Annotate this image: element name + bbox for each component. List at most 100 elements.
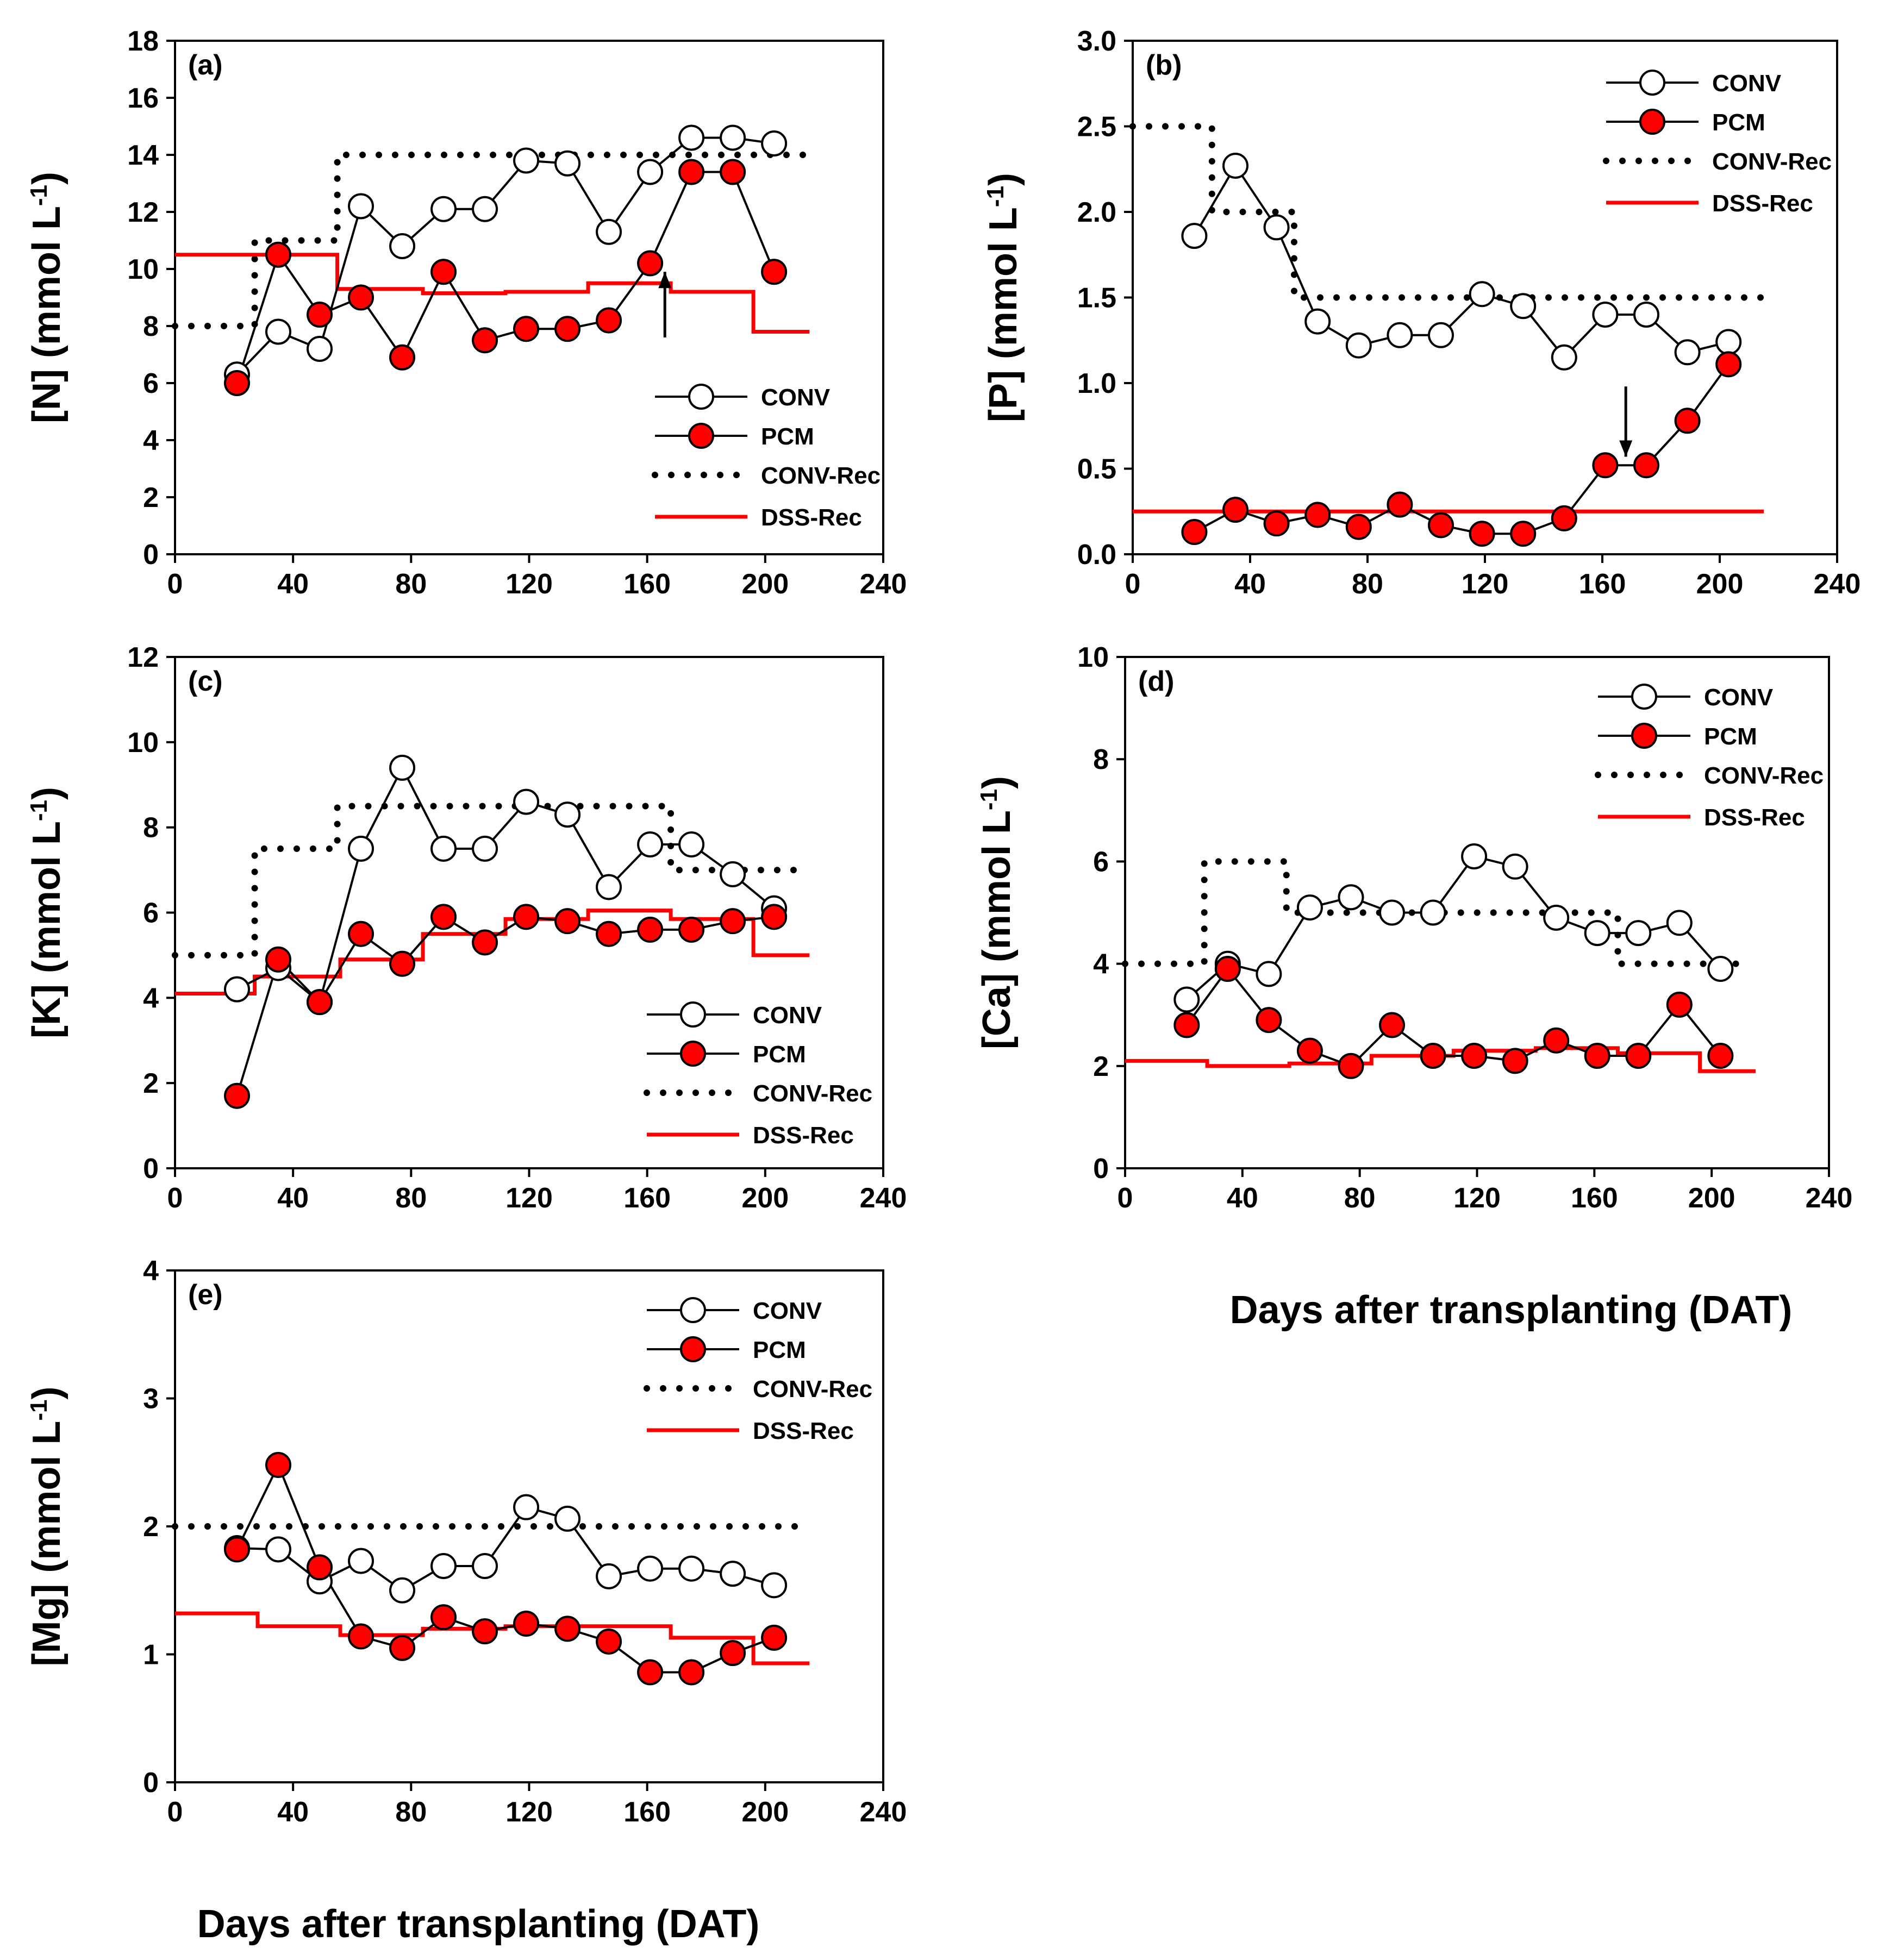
x-tick-label: 160 (623, 568, 671, 600)
conv-point (348, 835, 374, 862)
conv-point (1181, 223, 1208, 249)
conv-point (389, 754, 416, 781)
legend-conv-label: CONV (753, 1002, 822, 1029)
conv-point (1715, 329, 1742, 355)
x-tick-label: 200 (741, 1796, 789, 1828)
panel-label: (e) (188, 1279, 223, 1311)
pcm-point (596, 1628, 622, 1655)
conv-point (720, 1561, 746, 1587)
legend-conv-marker (1631, 684, 1657, 710)
arrow-head (1619, 440, 1633, 457)
x-tick-label: 160 (623, 1182, 671, 1214)
conv-point (513, 788, 540, 815)
legend: CONV PCM CONV-Rec DSS-Rec (1595, 684, 1824, 831)
y-tick-label: 6 (143, 898, 159, 929)
conv-point (1296, 894, 1323, 921)
pcm-point (1551, 505, 1577, 531)
pcm-point (348, 1623, 374, 1650)
pcm-point (1707, 1042, 1734, 1069)
legend-pcm-label: PCM (753, 1041, 806, 1068)
y-axis-title: [P] (mmol L-1) (982, 173, 1025, 422)
y-tick-label: 0 (1093, 1153, 1109, 1185)
pcm-point (554, 908, 581, 935)
y-tick-label: 0.5 (1077, 454, 1116, 485)
panel-label: (c) (188, 666, 223, 697)
pcm-point (1469, 521, 1495, 547)
legend-pcm-marker (1631, 723, 1657, 749)
pcm-point (430, 904, 457, 930)
series-conv-rec (1129, 123, 1767, 301)
x-tick-label: 240 (1806, 1182, 1853, 1214)
pcm-point (720, 1640, 746, 1667)
conv-point (678, 831, 705, 858)
y-tick-label: 10 (127, 254, 159, 285)
conv-point (1584, 920, 1610, 947)
pcm-point (761, 1624, 788, 1651)
x-tick-label: 40 (1227, 1182, 1258, 1214)
y-tick-label: 2 (143, 1068, 159, 1099)
conv-point (720, 861, 746, 887)
legend-dss-rec-label: DSS-Rec (761, 504, 862, 531)
x-axis-title-bottom: Days after transplanting (DAT) (197, 1902, 760, 1946)
pcm-point (513, 1610, 540, 1637)
pcm-point (1263, 510, 1290, 537)
conv-point (761, 1572, 788, 1599)
panel-c: 0 40 80 120 160 200 240 0 2 4 6 8 10 12 (c) [K] (mmol L… (25, 642, 907, 1214)
conv-point (265, 1536, 292, 1563)
series-dss-rec (175, 253, 810, 334)
conv-point (1674, 339, 1701, 366)
conv-point (1304, 308, 1331, 335)
arrow-head (658, 272, 672, 289)
pcm-point (678, 1659, 705, 1686)
pcm-point (224, 1082, 251, 1109)
x-tick-label: 80 (395, 568, 427, 600)
conv-point (430, 1553, 457, 1580)
conv-point (1338, 884, 1364, 911)
pcm-point (1625, 1042, 1652, 1069)
pcm-point (761, 259, 788, 285)
legend-conv-marker (680, 1297, 706, 1323)
legend-pcm-marker (1639, 109, 1665, 135)
series-dss-rec (175, 1611, 810, 1665)
conv-point (430, 196, 457, 222)
y-tick-label: 2 (143, 482, 159, 514)
y-tick-label: 4 (143, 1255, 159, 1287)
x-tick-label: 0 (167, 1796, 183, 1828)
x-tick-label: 240 (1814, 568, 1861, 600)
x-tick-label: 80 (1344, 1182, 1376, 1214)
x-tick-label: 160 (1571, 1182, 1618, 1214)
conv-point (1510, 293, 1537, 320)
pcm-point (307, 1554, 333, 1581)
x-tick-label: 80 (395, 1796, 427, 1828)
pcm-point (1222, 497, 1248, 523)
y-tick-label: 8 (143, 311, 159, 342)
y-axis-title: [Mg] (mmol L-1) (25, 1386, 68, 1666)
pcm-point (1345, 514, 1372, 540)
x-tick-label: 160 (623, 1796, 671, 1828)
pcm-point (1256, 1007, 1282, 1034)
conv-point (1428, 322, 1454, 348)
pcm-point (389, 344, 416, 371)
conv-point (472, 835, 498, 862)
legend-pcm-marker (688, 423, 714, 449)
conv-point (348, 193, 374, 220)
y-tick-label: 4 (1093, 949, 1109, 980)
pcm-point (596, 920, 622, 947)
conv-point (1387, 322, 1413, 348)
x-tick-label: 40 (277, 568, 309, 600)
x-tick-label: 160 (1579, 568, 1626, 600)
conv-point (1263, 214, 1290, 241)
x-tick-label: 120 (505, 1182, 553, 1214)
x-tick-label: 200 (1696, 568, 1744, 600)
conv-point (554, 150, 581, 177)
conv-point (596, 218, 622, 245)
pcm-point (224, 1536, 251, 1563)
legend-pcm-label: PCM (761, 423, 814, 450)
legend-conv-rec-label: CONV-Rec (1704, 762, 1824, 789)
y-tick-label: 2 (143, 1511, 159, 1543)
pcm-point (761, 904, 788, 930)
conv-point (1543, 904, 1570, 931)
legend-dss-rec-label: DSS-Rec (1704, 804, 1805, 831)
y-tick-label: 8 (1093, 744, 1109, 775)
